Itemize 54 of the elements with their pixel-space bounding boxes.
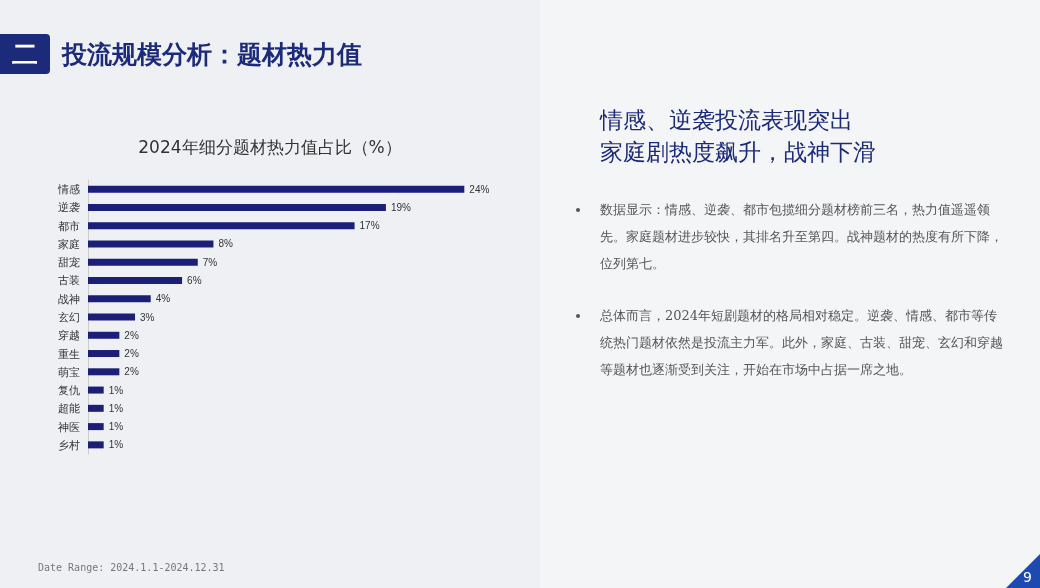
text: 家庭剧热度飙升，战神下滑 [600, 138, 876, 167]
data-label: 1% [108, 402, 124, 414]
y-tick-label: 家庭 [58, 237, 80, 250]
y-tick-label: 都市 [58, 219, 80, 232]
data-label: 3% [140, 311, 155, 323]
data-label: 1% [108, 384, 124, 396]
y-tick-label: 逆袭 [58, 201, 80, 214]
bar [88, 295, 151, 303]
y-tick-label: 情感 [57, 183, 80, 196]
data-label: 17% [359, 220, 380, 232]
bar [88, 222, 355, 230]
y-tick-label: 甜宠 [58, 256, 80, 269]
text: 二 [0, 34, 50, 74]
bar [88, 203, 386, 211]
bar [88, 276, 183, 284]
y-tick-label: 乡村 [58, 438, 80, 451]
data-label: 8% [218, 238, 233, 250]
bar [88, 185, 465, 193]
y-tick-label: 神医 [58, 420, 80, 433]
bar [88, 240, 214, 248]
bar [88, 386, 104, 394]
data-label: 1% [108, 439, 124, 451]
bar [88, 350, 120, 358]
y-tick-label: 战神 [58, 292, 80, 305]
bar [88, 441, 104, 449]
data-label: 2% [124, 329, 139, 341]
text: 情感、逆袭投流表现突出 [600, 106, 853, 135]
y-tick-label: 超能 [58, 402, 80, 415]
data-label: 2% [124, 348, 139, 360]
bar [88, 423, 104, 431]
y-tick-label: 萌宝 [58, 365, 80, 378]
data-label: 19% [390, 201, 412, 213]
chart-subtitle: 2024年细分题材热力值占比（%） [137, 136, 403, 159]
text: Date Range: 2024.1.1-2024.12.31 [38, 562, 225, 573]
bar [88, 331, 120, 339]
y-tick-label: 重生 [58, 347, 80, 360]
data-label: 2% [124, 366, 139, 378]
y-tick-label: 复仇 [58, 384, 80, 397]
bar [88, 313, 136, 321]
data-label: 7% [202, 256, 218, 268]
y-tick-label: 古装 [58, 274, 80, 287]
data-label: 24% [469, 183, 490, 195]
y-tick-label: 穿越 [58, 329, 80, 342]
data-label: 1% [108, 421, 124, 433]
data-label: 6% [187, 274, 202, 286]
bar [88, 258, 198, 266]
bar [88, 404, 104, 412]
data-label: 4% [155, 293, 171, 305]
text: 总体而言，2024年短剧题材的格局相对稳定。逆袭、情感、都市等传统热门题材依然是投流主力军。此外，家庭、古装、甜宠、玄幻和穿越等题材也逐渐受到关注，开始在市场中占据一席之地。 [600, 307, 1004, 379]
y-tick-label: 玄幻 [58, 311, 80, 323]
chart-title: 投流规模分析：题材热力值 [62, 39, 362, 71]
text: 数据显示：情感、逆袭、都市包揽细分题材榜前三名，热力值遥遥领先。家庭题材进步较快，其排名升至第四。战神题材的热度有所下降，位列第七。 [600, 201, 1004, 273]
text: 9 [1006, 554, 1040, 588]
bar [88, 368, 120, 376]
